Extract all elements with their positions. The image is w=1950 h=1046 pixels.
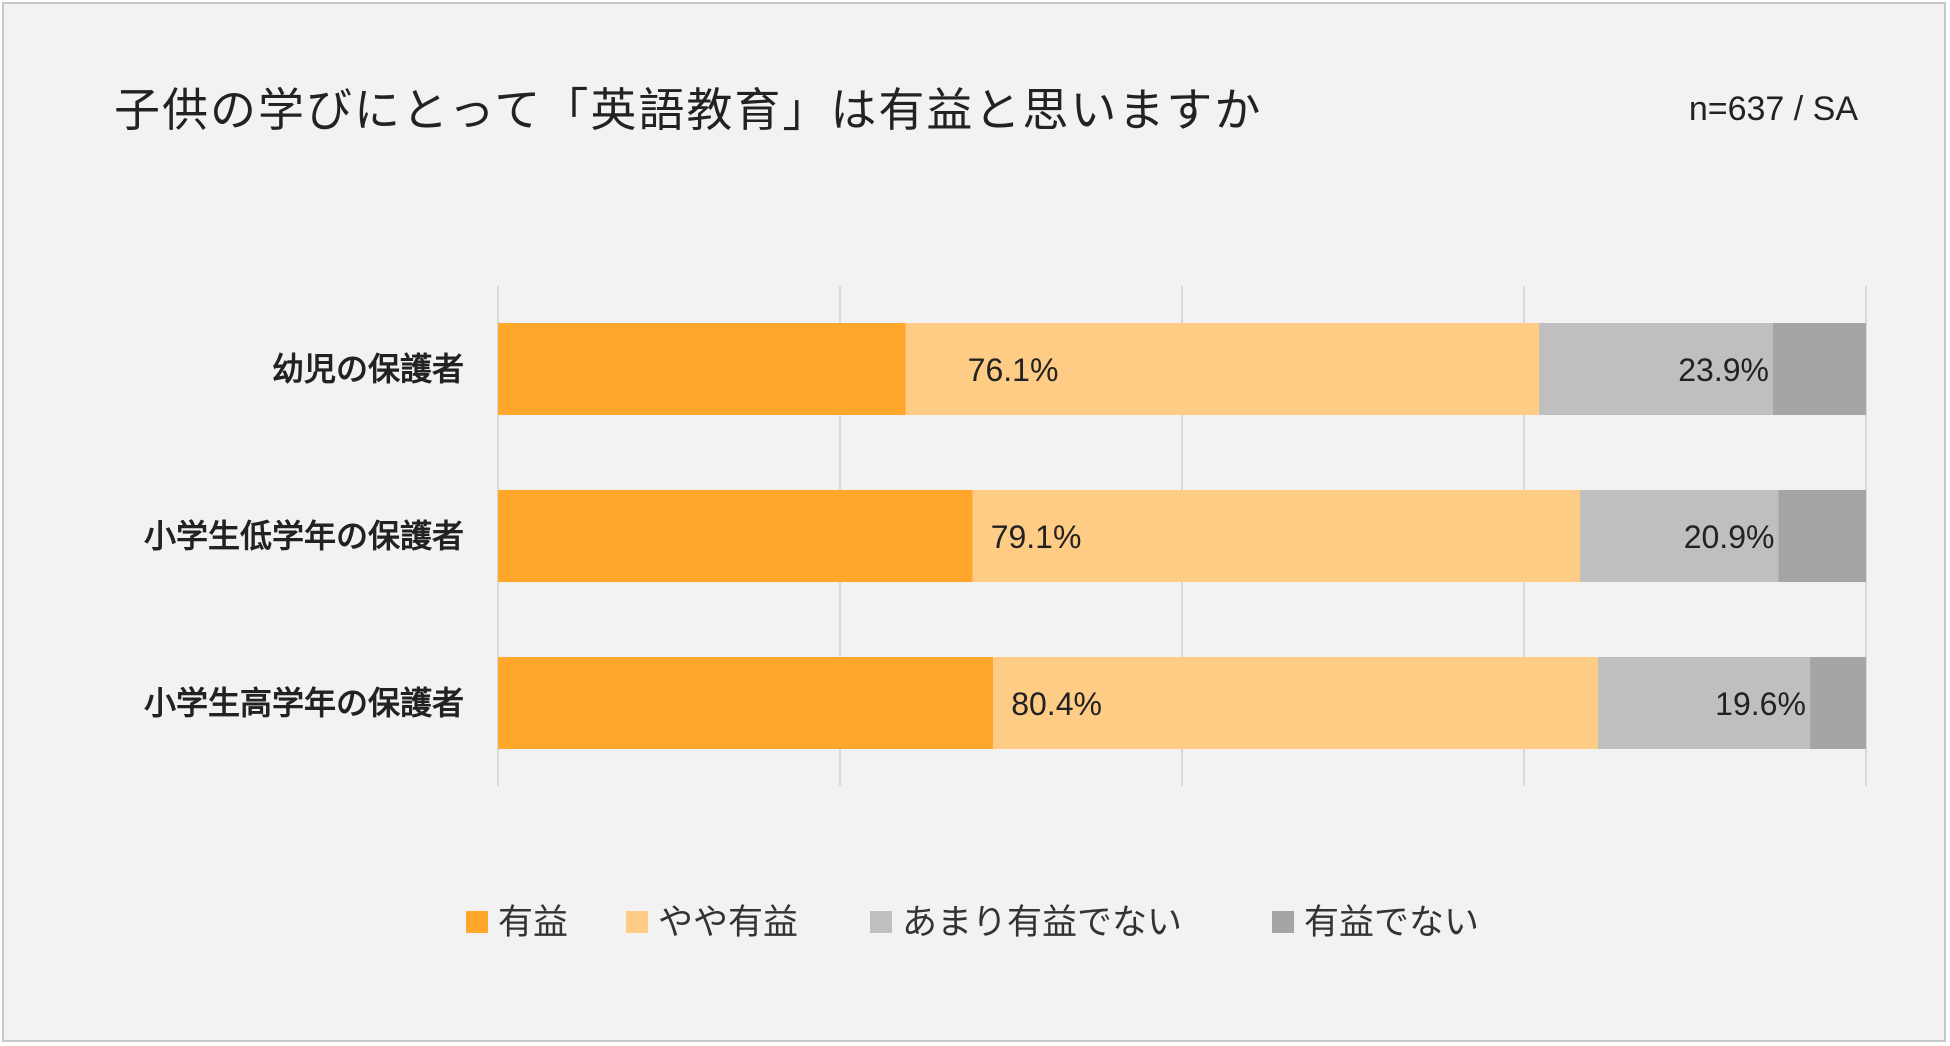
bar-segment xyxy=(498,490,973,582)
bar-segment xyxy=(1539,323,1773,415)
bar-segment xyxy=(498,657,994,749)
legend-label: 有益 xyxy=(498,903,568,943)
bar-segment xyxy=(498,323,906,415)
legend-swatch xyxy=(1272,911,1294,933)
legend-label: 有益でない xyxy=(1304,903,1479,943)
bar-segment xyxy=(1597,657,1810,749)
data-label-positive: 79.1% xyxy=(991,519,1082,555)
data-label-positive: 76.1% xyxy=(968,352,1059,388)
bar-segment xyxy=(1778,490,1866,582)
legend-swatch xyxy=(870,911,892,933)
bar-segment xyxy=(972,490,1581,582)
data-label-positive: 80.4% xyxy=(1011,686,1102,722)
bar-segment xyxy=(1772,323,1866,415)
bar-segment xyxy=(993,657,1598,749)
category-label: 幼児の保護者 xyxy=(272,350,464,388)
data-label-negative: 23.9% xyxy=(1678,352,1769,388)
bar-segment xyxy=(1809,657,1866,749)
chart-title: 子供の学びにとって「英語教育」は有益と思いますか xyxy=(114,83,1263,137)
data-label-negative: 20.9% xyxy=(1684,519,1775,555)
sample-size-note: n=637 / SA xyxy=(1688,90,1858,128)
category-label: 小学生高学年の保護者 xyxy=(144,684,464,722)
legend-swatch xyxy=(466,911,488,933)
legend-label: やや有益 xyxy=(658,903,798,943)
bar-segment xyxy=(905,323,1540,415)
category-label: 小学生低学年の保護者 xyxy=(144,517,464,555)
legend-label: あまり有益でない xyxy=(902,903,1182,943)
bar-segment xyxy=(1580,490,1779,582)
data-label-negative: 19.6% xyxy=(1715,686,1806,722)
legend-swatch xyxy=(626,911,648,933)
